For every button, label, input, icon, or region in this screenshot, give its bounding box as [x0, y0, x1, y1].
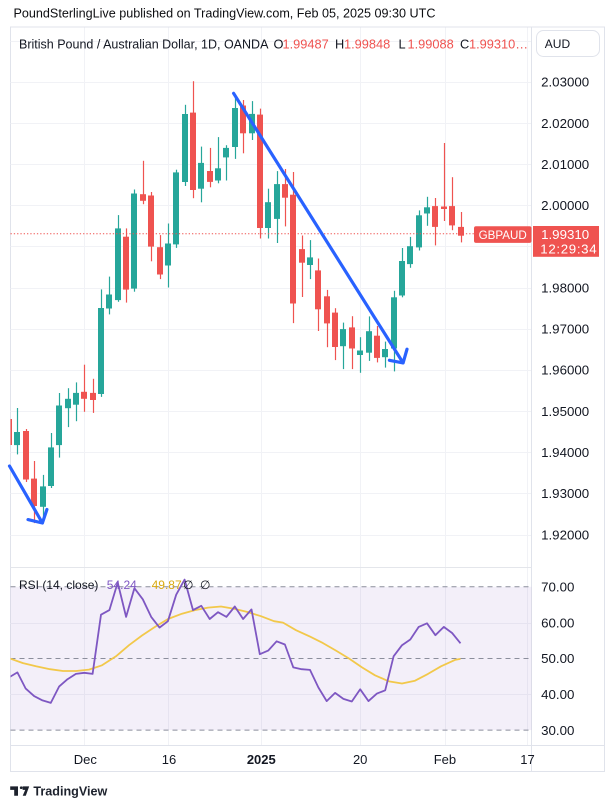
- svg-text:1.96000: 1.96000: [541, 363, 589, 378]
- svg-text:GBPAUD: GBPAUD: [479, 229, 527, 242]
- svg-text:1.99487: 1.99487: [283, 37, 329, 52]
- svg-text:O: O: [274, 37, 284, 52]
- svg-text:∅: ∅: [200, 578, 210, 592]
- svg-text:L: L: [399, 37, 406, 52]
- svg-text:∅: ∅: [183, 578, 193, 592]
- svg-text:54.24: 54.24: [107, 578, 137, 592]
- svg-text:AUD: AUD: [545, 37, 571, 51]
- svg-text:1.99088: 1.99088: [408, 37, 454, 52]
- svg-text:1.97000: 1.97000: [541, 322, 589, 337]
- svg-text:2025: 2025: [247, 752, 276, 767]
- svg-text:30.00: 30.00: [541, 723, 574, 738]
- svg-text:H: H: [335, 37, 344, 52]
- svg-text:40.00: 40.00: [541, 687, 574, 702]
- svg-text:2.01000: 2.01000: [541, 157, 589, 172]
- svg-text:RSI (14, close): RSI (14, close): [19, 578, 98, 592]
- svg-text:1.99848: 1.99848: [344, 37, 390, 52]
- svg-text:2.02000: 2.02000: [541, 116, 589, 131]
- svg-text:50.00: 50.00: [541, 651, 574, 666]
- svg-text:1.95000: 1.95000: [541, 404, 589, 419]
- svg-text:20: 20: [353, 752, 367, 767]
- svg-text:17: 17: [520, 752, 534, 767]
- svg-text:49.87: 49.87: [152, 578, 182, 592]
- svg-text:British Pound / Australian Dol: British Pound / Australian Dollar, 1D, O…: [19, 38, 269, 52]
- svg-text:1.94000: 1.94000: [541, 445, 589, 460]
- svg-text:Feb: Feb: [434, 752, 456, 767]
- svg-text:70.00: 70.00: [541, 580, 574, 595]
- svg-text:C: C: [460, 37, 469, 52]
- svg-text:16: 16: [162, 752, 176, 767]
- svg-text:1.98000: 1.98000: [541, 280, 589, 295]
- svg-text:2.03000: 2.03000: [541, 75, 589, 90]
- svg-text:1.92000: 1.92000: [541, 527, 589, 542]
- svg-text:1.99310…: 1.99310…: [469, 37, 528, 52]
- svg-text:Dec: Dec: [74, 752, 98, 767]
- svg-text:1.93000: 1.93000: [541, 486, 589, 501]
- svg-text:1.99310: 1.99310: [541, 227, 589, 242]
- svg-text:2.00000: 2.00000: [541, 198, 589, 213]
- svg-text:TradingView: TradingView: [33, 785, 107, 799]
- svg-text:PoundSterlingLive published on: PoundSterlingLive published on TradingVi…: [14, 7, 436, 21]
- svg-text:60.00: 60.00: [541, 615, 574, 630]
- svg-text:12:29:34: 12:29:34: [540, 242, 597, 257]
